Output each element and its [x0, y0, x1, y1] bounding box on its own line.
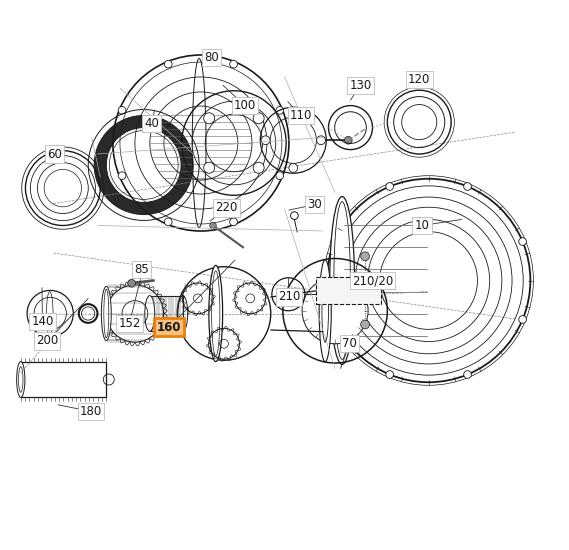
- Text: 60: 60: [47, 147, 62, 161]
- Circle shape: [361, 252, 369, 261]
- Circle shape: [276, 107, 283, 114]
- Circle shape: [289, 108, 298, 117]
- Ellipse shape: [145, 296, 155, 331]
- Text: 100: 100: [234, 99, 256, 112]
- Ellipse shape: [209, 266, 222, 362]
- Text: 10: 10: [415, 219, 430, 232]
- Circle shape: [164, 60, 172, 68]
- Circle shape: [331, 238, 339, 245]
- Circle shape: [261, 136, 270, 145]
- Ellipse shape: [319, 260, 331, 362]
- Ellipse shape: [330, 196, 354, 365]
- Circle shape: [386, 183, 394, 190]
- Circle shape: [344, 136, 352, 144]
- Circle shape: [118, 172, 126, 179]
- Text: 140: 140: [31, 315, 53, 328]
- Circle shape: [204, 162, 215, 173]
- Circle shape: [253, 162, 264, 173]
- Circle shape: [464, 183, 471, 190]
- Circle shape: [289, 163, 298, 172]
- Circle shape: [118, 107, 126, 114]
- Circle shape: [128, 279, 135, 287]
- Text: 130: 130: [349, 79, 372, 92]
- Circle shape: [230, 218, 237, 226]
- Text: 80: 80: [204, 51, 219, 64]
- Text: 160: 160: [156, 321, 182, 334]
- Circle shape: [361, 320, 369, 329]
- Text: 220: 220: [216, 201, 238, 214]
- Circle shape: [253, 113, 264, 124]
- Circle shape: [204, 113, 215, 124]
- Circle shape: [316, 136, 325, 145]
- Circle shape: [519, 316, 526, 323]
- Bar: [150, 296, 183, 331]
- Text: 40: 40: [144, 117, 159, 130]
- Text: 152: 152: [118, 317, 141, 330]
- Circle shape: [519, 238, 526, 245]
- Text: 200: 200: [36, 334, 58, 348]
- Ellipse shape: [17, 361, 25, 398]
- Circle shape: [386, 371, 394, 378]
- Circle shape: [164, 218, 172, 226]
- Bar: [21, 362, 106, 397]
- Circle shape: [291, 212, 298, 219]
- Circle shape: [302, 278, 368, 344]
- Text: 70: 70: [342, 337, 357, 350]
- Text: 120: 120: [408, 73, 430, 86]
- Text: 85: 85: [134, 263, 149, 276]
- Text: 180: 180: [80, 405, 102, 418]
- Text: 210/20: 210/20: [352, 274, 393, 287]
- Text: 110: 110: [290, 109, 312, 122]
- Text: 210: 210: [278, 290, 300, 304]
- Bar: [316, 277, 381, 304]
- Ellipse shape: [101, 287, 112, 340]
- Circle shape: [276, 172, 283, 179]
- Circle shape: [210, 222, 216, 229]
- Text: 30: 30: [307, 198, 322, 211]
- Circle shape: [464, 371, 471, 378]
- Circle shape: [331, 316, 339, 323]
- Circle shape: [230, 60, 237, 68]
